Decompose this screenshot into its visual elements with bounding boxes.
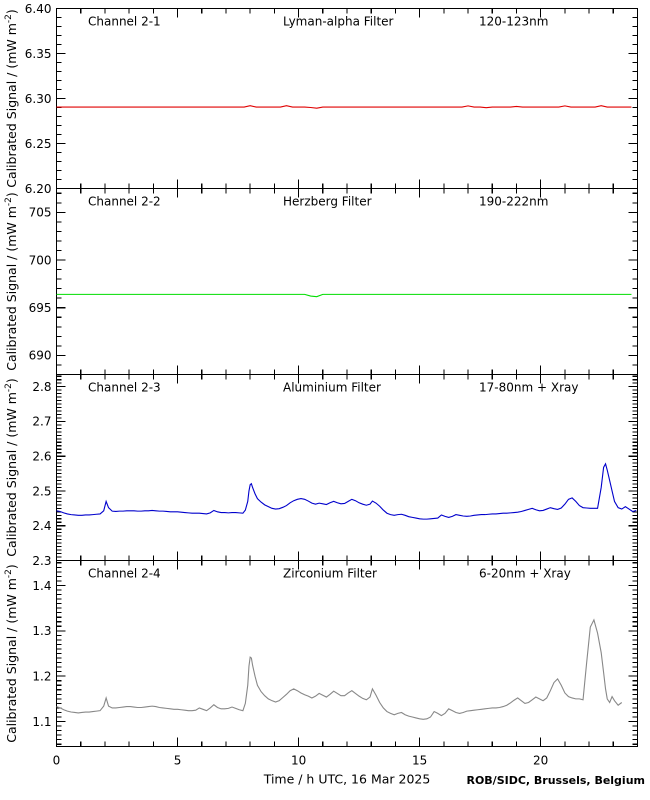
y-axis-title-close: ) [4,378,19,383]
y-tick-label: 6.25 [25,137,52,151]
y-axis-title: Calibrated Signal / (mW m-2) [4,378,19,557]
panel-filter-label: Herzberg Filter [283,195,372,209]
panel-band-label: 17-80nm + Xray [479,381,578,395]
panel-3-group: 2.3 2.4 2.5 2.6 2.7 2.8 Channel 2-3 Aluminium F… [4,373,639,568]
y-tick-label: 2.3 [32,554,51,568]
y-axis-title: Calibrated Signal / (mW m-2) [4,9,19,188]
y-tick-label: 2.8 [32,380,51,394]
y-tick-label: 6.30 [25,92,52,106]
data-trace [56,618,623,720]
y-tick-label: 705 [29,206,52,220]
x-tick-label: 20 [533,754,548,768]
panel-channel-label: Channel 2-2 [88,195,161,209]
y-tick-label: 6.40 [25,2,52,16]
panel-1-group: 6.20 6.25 6.30 6.35 6.40 Channel 2-1 Lyman-alp… [4,2,639,196]
y-axis-exponent: -2 [4,14,14,23]
data-trace [56,105,632,109]
y-tick-label: 690 [29,349,52,363]
credit-label: ROB/SIDC, Brussels, Belgium [466,774,645,787]
y-tick-label: 6.20 [25,182,52,196]
y-tick-label: 6.35 [25,47,52,61]
panel-band-label: 190-222nm [479,195,548,209]
y-axis-exponent: -2 [4,383,14,392]
y-axis-title-close: ) [4,9,19,14]
y-axis-title: Calibrated Signal / (mW m-2) [4,192,19,371]
panel-channel-label: Channel 2-4 [88,567,161,581]
panel-filter-label: Aluminium Filter [283,381,381,395]
panel-filter-label: Zirconium Filter [283,567,377,581]
y-axis-exponent: -2 [4,569,14,578]
y-tick-label: 1.3 [32,624,51,638]
panel-frame [55,7,639,190]
panel-frame [55,373,639,562]
y-axis-title-close: ) [4,192,19,197]
panel-filter-label: Lyman-alpha Filter [283,15,394,29]
y-tick-label: 2.7 [32,415,51,429]
x-tick-label: 15 [412,754,427,768]
y-axis-title-close: ) [4,564,19,569]
y-tick-label: 2.4 [32,519,51,533]
y-tick-label: 695 [29,301,52,315]
panel-2-group: 690 695 700 705 Channel 2-2 Herzberg Filter 19… [4,187,639,376]
panel-channel-label: Channel 2-1 [88,15,161,29]
y-tick-label: 700 [29,253,52,267]
y-tick-label: 1.4 [32,579,51,593]
panel-4-group: 1.1 1.2 1.3 1.4 Channel 2-4 Zirconium Filter 6… [4,559,639,748]
panel-band-label: 120-123nm [479,15,548,29]
x-axis-title: Time / h UTC, 16 Mar 2025 [263,772,431,787]
y-axis-title: Calibrated Signal / (mW m-2) [4,564,19,743]
y-tick-label: 2.6 [32,450,51,464]
panel-frame [55,187,639,376]
y-tick-label: 2.5 [32,484,51,498]
data-trace [56,293,632,298]
panel-band-label: 6-20nm + Xray [479,567,571,581]
y-axis-exponent: -2 [4,197,14,206]
x-tick-label: 10 [291,754,306,768]
y-tick-label: 1.2 [32,669,51,683]
x-tick-label: 5 [174,754,182,768]
y-tick-label: 1.1 [32,715,51,729]
x-tick-label: 0 [53,754,61,768]
panel-channel-label: Channel 2-3 [88,381,161,395]
data-trace [56,462,637,520]
panel-frame [55,559,639,748]
